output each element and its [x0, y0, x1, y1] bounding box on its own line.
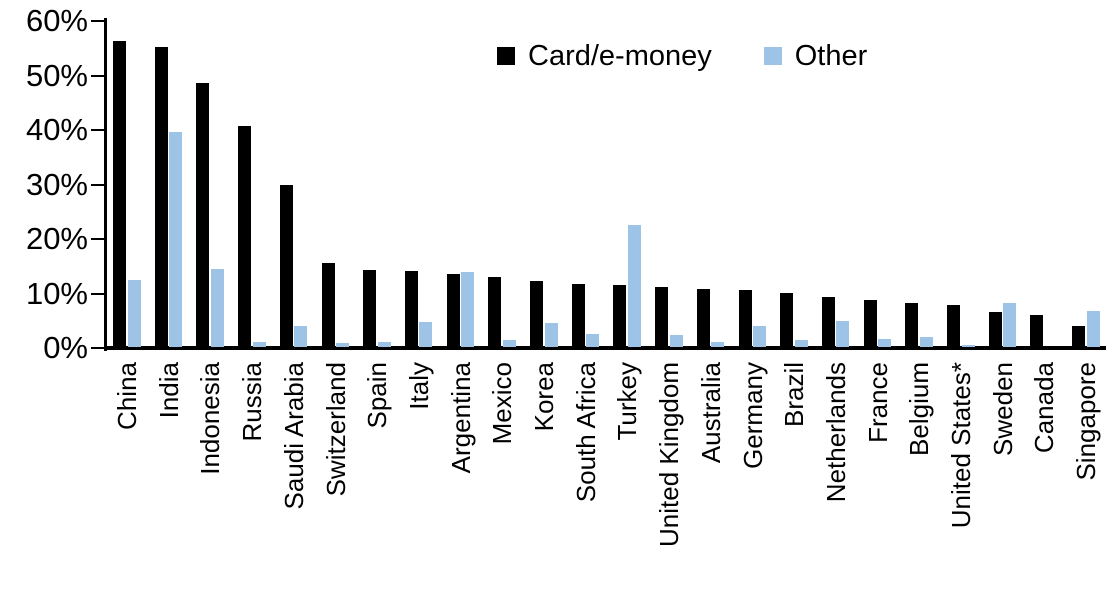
y-axis-label: 10% [25, 276, 88, 311]
x-axis-label: Indonesia [195, 362, 226, 475]
bar-other [377, 342, 391, 347]
legend-label-other: Other [794, 40, 868, 72]
y-axis-tick [91, 347, 104, 349]
bar-other [294, 325, 308, 347]
bar-card-e-money [655, 287, 669, 348]
bar-other [836, 320, 850, 347]
bar-card-e-money [738, 289, 752, 347]
legend-item-card-e-money: Card/e-money [497, 40, 712, 72]
y-axis-label: 20% [25, 221, 88, 256]
bar-other [1003, 303, 1017, 347]
legend-item-other: Other [763, 40, 868, 72]
y-axis-tick [91, 238, 104, 240]
x-axis-label: Turkey [612, 362, 643, 441]
bar-card-e-money [696, 288, 710, 347]
x-axis-label: Netherlands [820, 362, 851, 503]
bar-other [711, 342, 725, 347]
bar-other [919, 336, 933, 347]
x-axis-label: South Africa [570, 362, 601, 503]
bar-card-e-money [988, 311, 1002, 347]
bar-other [210, 268, 224, 347]
bar-other [127, 280, 141, 347]
bar-other [461, 271, 475, 347]
bar-card-e-money [113, 40, 126, 347]
bar-card-e-money [947, 304, 960, 347]
legend-swatch-card-e-money [497, 47, 515, 65]
chart-legend: Card/e-money Other [497, 40, 867, 72]
y-axis-tick [91, 129, 104, 131]
legend-label-card-e-money: Card/e-money [528, 40, 712, 72]
bar-card-e-money [446, 274, 460, 347]
bar-other [753, 326, 766, 347]
bar-other [794, 339, 808, 347]
x-axis-label: Sweden [987, 362, 1018, 456]
bar-card-e-money [1072, 325, 1086, 347]
legend-swatch-other [763, 47, 782, 65]
bar-card-e-money [488, 277, 502, 347]
y-axis-label: 60% [25, 3, 88, 38]
bar-other [336, 342, 349, 347]
x-axis-label: Switzerland [320, 362, 351, 497]
bar-card-e-money [613, 284, 627, 347]
bar-other [252, 341, 266, 348]
bar-other [627, 224, 641, 347]
bar-card-e-money [821, 296, 835, 347]
y-axis-tick [91, 20, 104, 22]
bar-other [878, 338, 892, 347]
x-axis-label: United States* [946, 362, 976, 529]
x-axis-label: Korea [529, 362, 559, 432]
x-axis-label: India [153, 362, 184, 419]
x-axis-label: Brazil [779, 362, 810, 428]
x-axis-label: Argentina [445, 362, 476, 474]
bar-other [544, 322, 558, 347]
y-axis-label: 50% [25, 58, 88, 93]
y-axis-tick [91, 293, 104, 295]
bar-card-e-money [238, 125, 252, 347]
bar-other [169, 131, 183, 347]
bar-card-e-money [154, 47, 168, 348]
x-axis-line [104, 346, 1106, 350]
bar-other [961, 344, 975, 347]
y-axis-label: 40% [25, 112, 88, 147]
x-axis-label: France [862, 362, 893, 443]
bar-other [1086, 311, 1100, 347]
bar-card-e-money [196, 83, 210, 347]
bar-card-e-money [530, 280, 543, 347]
bar-card-e-money [404, 270, 418, 347]
bar-card-e-money [279, 184, 293, 347]
x-axis-label: Spain [362, 362, 393, 429]
bar-card-e-money [363, 270, 377, 347]
x-axis-label: Italy [403, 362, 434, 410]
x-axis-label: Mexico [487, 362, 518, 445]
bar-card-e-money [863, 300, 877, 347]
bar-other [586, 333, 600, 347]
bar-other [669, 335, 683, 347]
x-axis-label: Saudi Arabia [278, 362, 309, 510]
x-axis-label: Singapore [1071, 362, 1102, 481]
bar-other [419, 321, 433, 347]
bar-other [502, 339, 516, 347]
bar-card-e-money [905, 303, 919, 347]
bar-card-e-money [1030, 314, 1044, 347]
x-axis-label: Germany [737, 362, 768, 469]
y-axis-tick [91, 75, 104, 77]
x-axis-label: United Kingdom [654, 362, 685, 547]
y-axis-tick [91, 184, 104, 186]
x-axis-label: China [112, 362, 142, 430]
bar-card-e-money [571, 283, 585, 347]
x-axis-label: Belgium [904, 362, 935, 456]
x-axis-label: Russia [237, 362, 268, 442]
y-axis-label: 30% [25, 167, 88, 202]
bar-card-e-money [780, 292, 794, 347]
x-axis-label: Canada [1029, 362, 1060, 454]
bar-card-e-money [321, 262, 335, 347]
y-axis-label: 0% [43, 330, 88, 365]
y-axis-line [104, 18, 107, 351]
x-axis-label: Australia [695, 362, 726, 464]
